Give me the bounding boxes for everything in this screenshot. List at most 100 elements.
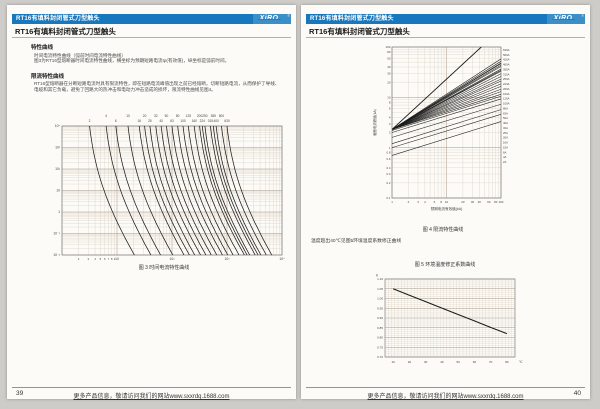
svg-text:16: 16 [137, 119, 141, 123]
svg-text:3: 3 [389, 122, 391, 126]
svg-text:预期电流有效值(kA): 预期电流有效值(kA) [431, 206, 463, 211]
svg-text:4: 4 [105, 114, 107, 118]
svg-text:4: 4 [424, 200, 426, 204]
svg-text:10⁻²: 10⁻² [53, 253, 61, 257]
svg-text:160: 160 [192, 119, 198, 123]
svg-text:10: 10 [387, 95, 391, 99]
section-current-limiting: 限流特性曲线 RT16型熔断器在分断短路电流时具有限流特性，即在短路电流峰值出现… [31, 72, 288, 93]
svg-text:8: 8 [111, 257, 113, 261]
svg-text:10: 10 [391, 360, 395, 364]
svg-text:0.85: 0.85 [377, 326, 383, 330]
svg-text:K: K [376, 274, 379, 278]
svg-text:0.6: 0.6 [386, 157, 390, 161]
svg-text:40A: 40A [503, 121, 508, 125]
svg-text:4A: 4A [503, 155, 507, 159]
svg-text:50: 50 [165, 114, 169, 118]
svg-text:100: 100 [499, 200, 504, 204]
svg-text:50: 50 [456, 360, 460, 364]
section-characteristic-curves: 特性曲线 时间电流特性曲线（弧前时间电流特性曲线） 图3为RT16型熔断器时间电… [31, 43, 288, 64]
page-number: 40 [573, 390, 581, 397]
section-line: RT16型熔断器在分断短路电流时具有限流特性，即在短路电流峰值出现之前已经熔断，… [34, 81, 280, 87]
svg-text:80: 80 [494, 200, 498, 204]
svg-text:30: 30 [424, 360, 428, 364]
svg-text:10: 10 [445, 200, 449, 204]
svg-text:7: 7 [108, 257, 110, 261]
section-line: 图3为RT16型熔断器时间电流特性曲线，横坐标为预期短路电流Ip(有效值)，纵坐… [34, 58, 230, 64]
logo-text: XiRO [547, 14, 579, 24]
page-title: RT16有填料封闭管式刀型触头 [309, 27, 410, 36]
svg-text:6: 6 [434, 200, 436, 204]
svg-text:30: 30 [471, 200, 475, 204]
svg-text:1: 1 [58, 210, 60, 214]
svg-text:6: 6 [115, 119, 117, 123]
figure5-title: 图 5 环境温度修正系数曲线 [414, 262, 476, 268]
svg-text:100A: 100A [503, 102, 510, 106]
svg-text:425A: 425A [503, 58, 510, 62]
svg-text:100: 100 [180, 119, 186, 123]
svg-text:6: 6 [389, 107, 391, 111]
footer-rule [306, 387, 585, 389]
svg-text:70: 70 [489, 360, 493, 364]
svg-text:℃: ℃ [519, 360, 523, 364]
header-bar-title: RT16有填料封闭管式刀型触头 [16, 16, 100, 22]
svg-text:60: 60 [473, 360, 477, 364]
time-current-characteristic-chart: 2 4 6 10 16 20 25 32 40 50 63 80 100 125 160 200 224 250 3… [40, 108, 288, 268]
footer-text: 更多产品信息，敬请访问我们的网站www.sxxrdq.1688.com [367, 394, 524, 400]
svg-text:40: 40 [478, 200, 482, 204]
svg-text:10: 10 [115, 257, 119, 261]
title-underline [12, 36, 291, 39]
svg-text:3: 3 [417, 200, 419, 204]
svg-text:50A: 50A [503, 116, 508, 120]
svg-text:100: 100 [386, 45, 391, 49]
svg-text:500A: 500A [503, 53, 510, 57]
svg-text:8: 8 [389, 100, 391, 104]
svg-text:0.95: 0.95 [377, 306, 383, 310]
svg-text:16A: 16A [503, 141, 508, 145]
header-bar: RT16有填料封闭管式刀型触头 XiRO ® [306, 14, 585, 24]
svg-text:125: 125 [186, 114, 192, 118]
svg-text:224: 224 [200, 119, 206, 123]
svg-text:10: 10 [126, 114, 130, 118]
body-text: 特性曲线 时间电流特性曲线（弧前时间电流特性曲线） 图3为RT16型熔断器时间电… [31, 43, 288, 100]
svg-text:0.8: 0.8 [386, 151, 390, 155]
svg-text:20: 20 [387, 80, 391, 84]
svg-text:630A: 630A [503, 48, 510, 52]
svg-text:4: 4 [94, 257, 96, 261]
svg-text:250: 250 [202, 114, 208, 118]
svg-text:315A: 315A [503, 72, 510, 76]
title-underline [306, 36, 585, 39]
logo-text: XiRO [253, 14, 285, 24]
page-title: RT16有填料封闭管式刀型触头 [15, 27, 116, 36]
svg-text:60: 60 [487, 200, 491, 204]
svg-text:400: 400 [213, 119, 219, 123]
svg-text:80: 80 [505, 360, 509, 364]
svg-text:30: 30 [387, 71, 391, 75]
section-heading: 限流特性曲线 [31, 73, 65, 80]
svg-text:315: 315 [208, 119, 214, 123]
logo-red-line-icon [258, 19, 281, 20]
svg-text:0.90: 0.90 [377, 316, 383, 320]
section-heading: 特性曲线 [31, 45, 54, 51]
figure4-caption: 图 4 限流特性曲线 [422, 227, 464, 233]
svg-text:2A: 2A [503, 160, 507, 164]
svg-text:10⁴: 10⁴ [279, 257, 285, 261]
svg-text:20: 20 [461, 200, 465, 204]
svg-text:400A: 400A [503, 63, 510, 67]
svg-text:1: 1 [389, 146, 391, 150]
svg-text:10: 10 [56, 189, 60, 193]
page-number: 39 [16, 390, 24, 397]
svg-text:25: 25 [148, 119, 152, 123]
svg-text:250A: 250A [503, 77, 510, 81]
svg-text:20: 20 [408, 360, 412, 364]
svg-text:2: 2 [89, 119, 91, 123]
svg-text:10A: 10A [503, 145, 508, 149]
svg-text:1.00: 1.00 [377, 297, 383, 301]
header-bar: RT16有填料封闭管式刀型触头 XiRO ® [12, 14, 291, 24]
svg-text:2: 2 [389, 131, 391, 135]
svg-text:20: 20 [143, 114, 147, 118]
svg-text:2: 2 [78, 257, 80, 261]
svg-text:0.2: 0.2 [386, 181, 390, 185]
svg-text:32: 32 [154, 114, 158, 118]
svg-text:10²: 10² [55, 167, 61, 171]
